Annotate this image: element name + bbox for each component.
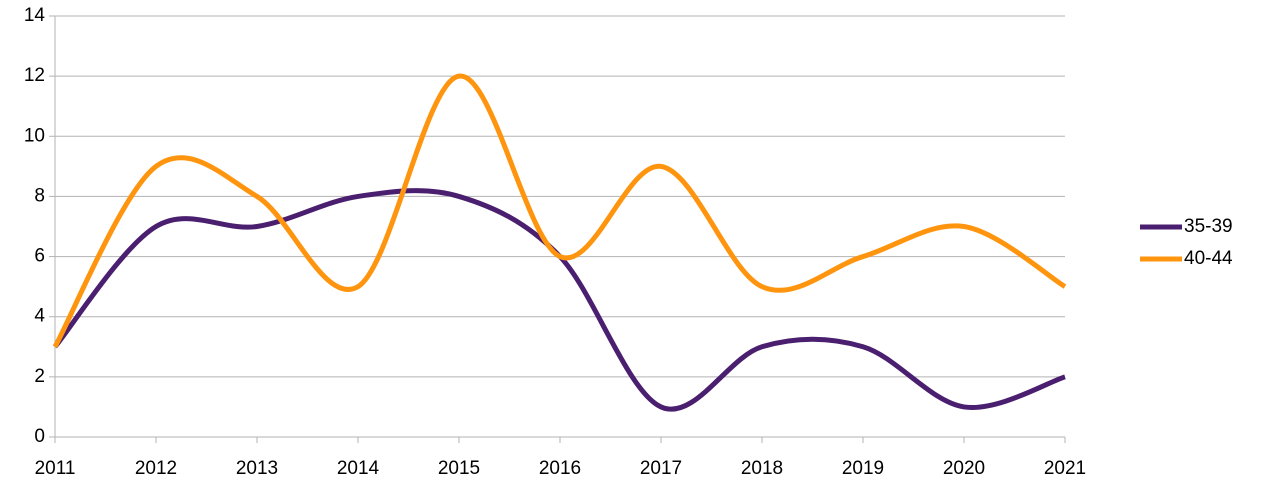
x-tick-label: 2019	[842, 458, 884, 479]
x-tick-label: 2016	[539, 458, 581, 479]
x-tick-label: 2012	[135, 458, 177, 479]
y-tick-label: 4	[34, 306, 45, 327]
series-line	[53, 188, 1066, 412]
legend-label: 35-39	[1184, 216, 1233, 237]
x-tick-label: 2014	[337, 458, 380, 479]
x-tick-label: 2011	[35, 458, 76, 479]
y-tick-label: 6	[34, 246, 45, 267]
y-tick-label: 14	[24, 5, 46, 26]
legend-label: 40-44	[1184, 248, 1233, 269]
y-tick-label: 8	[34, 185, 45, 206]
y-tick-label: 12	[24, 65, 45, 86]
y-tick-label: 2	[34, 366, 45, 387]
x-tick-label: 2021	[1044, 458, 1086, 479]
x-tick-label: 2018	[741, 458, 783, 479]
x-tick-label: 2013	[236, 458, 278, 479]
series-line	[52, 73, 1067, 349]
y-tick-label: 0	[34, 426, 45, 447]
x-tick-label: 2015	[438, 458, 480, 479]
y-tick-label: 10	[24, 125, 45, 146]
x-tick-label: 2017	[640, 458, 682, 479]
x-tick-label: 2020	[943, 458, 985, 479]
